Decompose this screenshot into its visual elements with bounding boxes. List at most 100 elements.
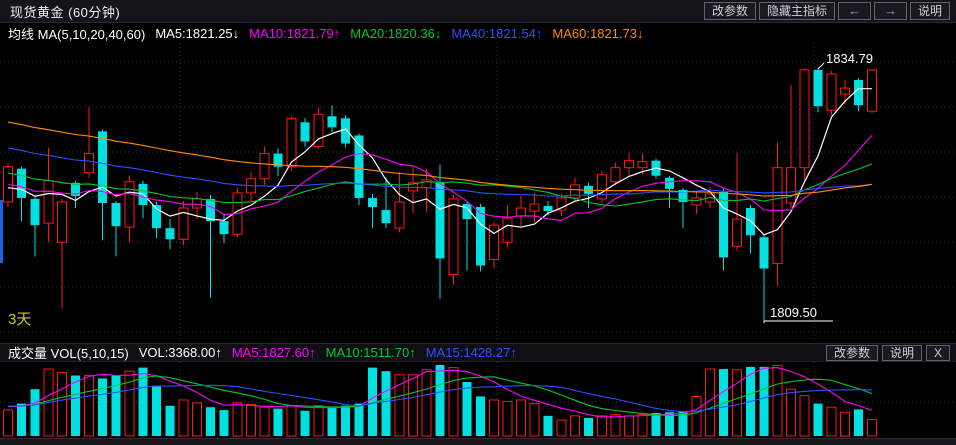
volume-bar — [826, 406, 837, 437]
volume-bar — [732, 369, 742, 437]
volume-ma15-line — [7, 384, 873, 413]
volume-bar — [84, 375, 94, 437]
volume-bar — [3, 409, 13, 437]
volume-bar — [354, 403, 364, 436]
candle-body — [435, 182, 445, 259]
volume-bar — [813, 403, 823, 436]
candle-body — [813, 69, 823, 107]
candlestick-chart[interactable]: 1834.79 1809.50 3天 — [0, 43, 956, 343]
volume-bar — [71, 375, 80, 436]
volume-bar — [476, 396, 485, 436]
volume-bar — [192, 402, 202, 437]
candle-body — [71, 182, 80, 196]
candle-body — [84, 153, 94, 174]
volume-bar — [219, 410, 229, 436]
candle-body — [57, 201, 67, 243]
candle-body — [111, 202, 121, 227]
candle-body — [854, 79, 863, 106]
candle-body — [799, 69, 810, 169]
ma10-legend: MA10:1821.79↑ — [249, 25, 341, 41]
ma5-line — [7, 88, 872, 236]
prev-arrow-button[interactable]: ← — [837, 2, 871, 20]
volume-bar — [246, 403, 256, 437]
candle-body — [840, 87, 850, 95]
candle-body — [516, 207, 526, 217]
volume-bar — [165, 405, 175, 436]
ma60-legend: MA60:1821.73↓ — [552, 25, 644, 41]
candle-body — [98, 131, 107, 203]
candles-group — [3, 68, 877, 323]
volume-header-row: 成交量 VOL(5,10,15) VOL:3368.00↑ MA5:1827.6… — [0, 343, 956, 362]
volume-bar — [502, 400, 513, 437]
candle-body — [448, 198, 459, 276]
volume-bar — [624, 415, 634, 437]
volume-bar — [543, 415, 553, 436]
volume-bar — [719, 369, 728, 436]
volume-bar — [570, 415, 580, 437]
volume-bar — [17, 403, 26, 436]
volume-bar — [772, 364, 783, 437]
candle-body — [30, 198, 40, 226]
ma-legend-row: 均线 MA(5,10,20,40,60) MA5:1821.25↓ MA10:1… — [0, 23, 956, 43]
volume-header-buttons: 改参数 说明 X — [825, 344, 950, 361]
volume-bar — [840, 411, 850, 437]
next-arrow-button[interactable]: → — [873, 2, 907, 20]
volume-bar — [799, 395, 810, 437]
volume-bar — [111, 375, 121, 436]
candle-body — [772, 167, 783, 264]
volume-ma5-line — [7, 367, 873, 418]
candle-body — [746, 208, 755, 236]
candle-body — [43, 180, 54, 224]
volume-bar — [124, 370, 135, 437]
bottom-edge-strip — [0, 438, 956, 445]
volume-bar — [489, 399, 499, 437]
candle-body — [394, 201, 405, 229]
change-params-button[interactable]: 改参数 — [703, 2, 756, 20]
volume-bar — [584, 418, 593, 436]
candle-body — [462, 203, 472, 220]
candle-body — [691, 197, 702, 206]
volume-bar — [259, 406, 270, 437]
volume-bar — [152, 385, 161, 436]
volume-bar — [232, 402, 243, 437]
candle-body — [786, 167, 796, 204]
volume-bar — [678, 411, 688, 436]
candle-body — [570, 184, 580, 199]
volume-bar — [691, 395, 702, 437]
ma-legend-title: 均线 MA(5,10,20,40,60) — [8, 26, 146, 42]
candle-body — [502, 217, 513, 243]
volume-bar — [529, 403, 540, 437]
volume-bar — [556, 419, 567, 437]
volume-close-button[interactable]: X — [925, 344, 950, 361]
volume-chart-canvas[interactable] — [0, 362, 956, 438]
volume-help-button[interactable]: 说明 — [881, 344, 922, 361]
vol-ma10-legend: MA10:1511.70↑ — [325, 345, 416, 360]
candle-body — [543, 205, 553, 212]
range-label: 3天 — [8, 311, 31, 328]
candle-body — [165, 228, 175, 240]
volume-chart[interactable] — [0, 362, 956, 438]
volume-ma10-line — [7, 375, 873, 417]
volume-bar — [786, 388, 796, 437]
volume-bar — [759, 366, 769, 436]
volume-bar — [368, 367, 377, 436]
ma60-line — [7, 121, 873, 197]
volume-bar — [867, 418, 877, 437]
candlestick-chart-canvas[interactable]: 1834.79 1809.50 3天 — [0, 43, 956, 343]
ma20-legend: MA20:1820.36↓ — [350, 25, 442, 41]
volume-bar — [206, 407, 215, 436]
ma5-legend: MA5:1821.25↓ — [155, 25, 240, 41]
ma20-line — [7, 163, 873, 207]
high-annotation-pointer — [817, 62, 825, 70]
candle-body — [286, 117, 297, 168]
hide-main-indicator-button[interactable]: 隐藏主指标 — [758, 2, 835, 20]
help-button[interactable]: 说明 — [909, 2, 950, 20]
candle-body — [313, 113, 324, 148]
candle-body — [3, 166, 13, 203]
candle-body — [759, 237, 769, 269]
title-bar-buttons: 改参数 隐藏主指标 ← → 说明 — [703, 2, 950, 20]
volume-bar — [665, 412, 674, 436]
candle-body — [368, 197, 377, 208]
volume-change-params-button[interactable]: 改参数 — [825, 344, 878, 361]
ma10-line — [7, 134, 873, 222]
